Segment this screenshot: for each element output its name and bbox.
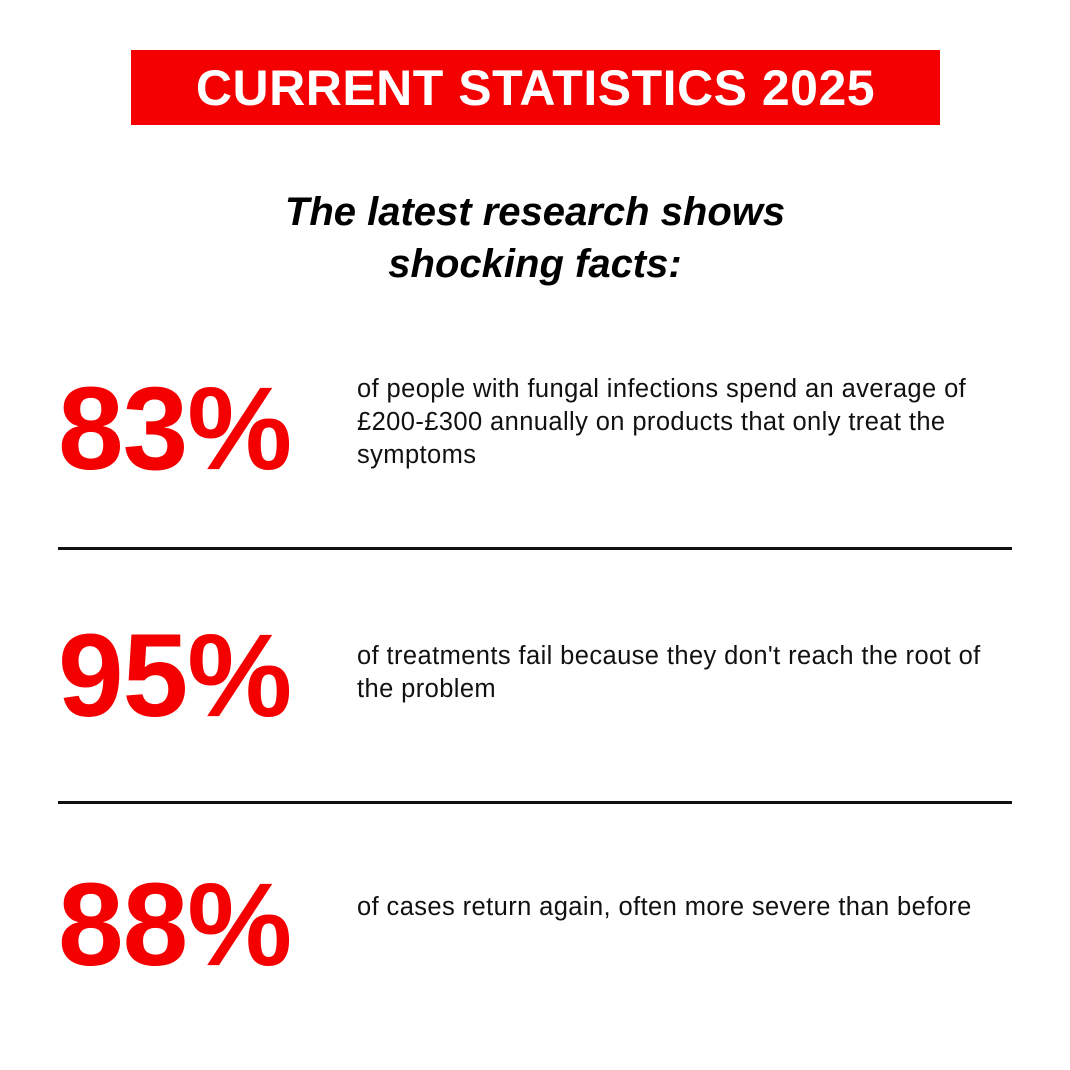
subtitle-line-1: The latest research shows xyxy=(284,190,786,234)
page-title: CURRENT STATISTICS 2025 xyxy=(195,59,876,116)
stat-description: of cases return again, often more severe… xyxy=(357,893,972,921)
stat-description: of people with fungal infections spend a… xyxy=(357,375,967,469)
title-banner: CURRENT STATISTICS 2025 xyxy=(131,50,940,125)
subtitle: The latest research shows shocking facts… xyxy=(0,186,1070,290)
subtitle-line-2: shocking facts: xyxy=(388,242,682,286)
stat-value: 88% xyxy=(58,859,292,991)
divider xyxy=(58,547,1012,550)
stat-description: of treatments fail because they don't re… xyxy=(357,642,981,703)
stat-value: 83% xyxy=(58,363,292,495)
stat-value: 95% xyxy=(58,610,292,742)
divider xyxy=(58,801,1012,804)
